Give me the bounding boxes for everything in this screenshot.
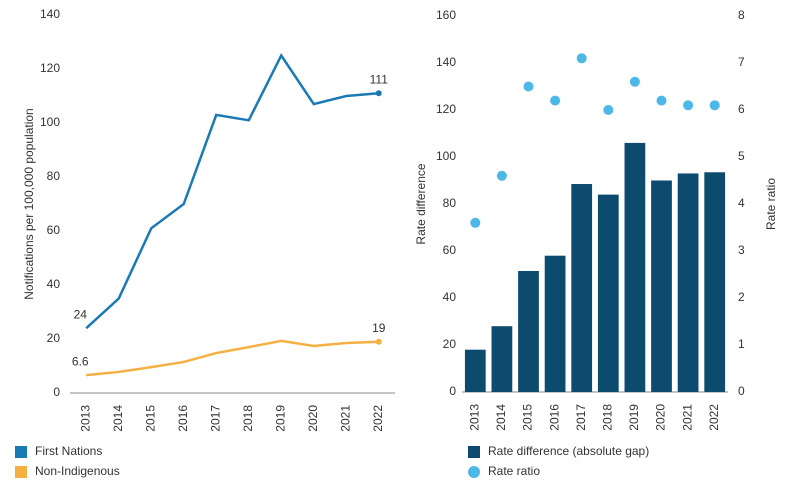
bar [704, 172, 726, 392]
x-tick-label: 2016 [176, 405, 190, 432]
legend-swatch [468, 446, 480, 458]
bar [597, 194, 619, 392]
y-tick-label: 20 [443, 337, 457, 351]
y2-tick-label: 8 [738, 8, 745, 22]
point [656, 95, 667, 106]
legend-swatch [15, 466, 27, 478]
x-tick-label: 2021 [338, 405, 352, 432]
y-tick-label: 100 [40, 115, 60, 129]
y2-tick-label: 7 [738, 55, 745, 69]
point [550, 95, 561, 106]
y-tick-label: 0 [53, 385, 60, 399]
bar [571, 184, 593, 392]
x-tick-label: 2021 [680, 404, 694, 431]
point [523, 81, 534, 92]
x-tick-label: 2022 [707, 404, 721, 431]
bar [677, 173, 699, 392]
point [496, 170, 507, 181]
bar [544, 255, 566, 392]
y2-tick-label: 2 [738, 290, 745, 304]
y-tick-label: 0 [449, 384, 456, 398]
y-tick-label: 80 [443, 196, 457, 210]
y2-tick-label: 6 [738, 102, 745, 116]
y-tick-label: 140 [40, 7, 60, 21]
y-tick-label: 140 [436, 55, 456, 69]
data-label: 19 [372, 321, 386, 335]
x-tick-label: 2019 [273, 405, 287, 432]
x-tick-label: 2017 [574, 404, 588, 431]
legend-label: Rate ratio [488, 464, 540, 478]
x-tick-label: 2019 [627, 404, 641, 431]
y-axis-title: Rate difference [414, 163, 428, 244]
y2-tick-label: 5 [738, 149, 745, 163]
data-label: 24 [74, 307, 88, 321]
bar [518, 270, 539, 392]
bar [624, 142, 646, 392]
line [85, 53, 379, 330]
y-tick-label: 80 [47, 169, 61, 183]
y-tick-label: 160 [436, 8, 456, 22]
x-tick-label: 2017 [208, 405, 222, 432]
y-tick-label: 40 [443, 290, 457, 304]
y-tick-label: 100 [436, 149, 456, 163]
bar [651, 180, 672, 392]
y2-tick-label: 1 [738, 337, 745, 351]
y-tick-label: 120 [40, 61, 60, 75]
point [603, 105, 614, 115]
y2-tick-label: 4 [738, 196, 745, 210]
x-tick-label: 2015 [521, 404, 535, 431]
point [576, 53, 587, 64]
y-tick-label: 60 [443, 243, 457, 257]
x-tick-label: 2014 [111, 405, 125, 432]
y-tick-label: 120 [436, 102, 456, 116]
line [86, 339, 379, 377]
data-label: 111 [370, 72, 389, 86]
y-tick-label: 20 [47, 331, 61, 345]
point [683, 100, 694, 111]
x-tick-label: 2016 [547, 404, 561, 431]
y-axis-title: Notifications per 100,000 population [22, 108, 36, 299]
bar [491, 326, 513, 392]
point [470, 217, 481, 228]
x-tick-label: 2013 [78, 405, 92, 432]
x-tick-label: 2018 [600, 404, 614, 431]
x-tick-label: 2020 [306, 405, 320, 432]
bar [464, 349, 486, 392]
x-tick-label: 2020 [654, 404, 668, 431]
y-tick-label: 60 [47, 223, 61, 237]
x-tick-label: 2018 [241, 405, 255, 432]
point [629, 76, 640, 87]
legend-label: Non-Indigenous [35, 464, 120, 478]
x-tick-label: 2015 [143, 405, 157, 432]
x-tick-label: 2022 [371, 405, 385, 432]
point [709, 100, 720, 111]
y2-tick-label: 0 [738, 384, 745, 398]
end-point [375, 90, 382, 97]
legend-label: Rate difference (absolute gap) [488, 444, 649, 458]
y2-tick-label: 3 [738, 243, 745, 257]
x-tick-label: 2014 [494, 404, 508, 431]
legend-label: First Nations [35, 444, 102, 458]
data-label: 6.6 [72, 354, 89, 368]
x-tick-label: 2013 [467, 404, 481, 431]
y-tick-label: 40 [47, 277, 61, 291]
legend-swatch [15, 446, 27, 458]
end-point [375, 338, 382, 345]
y2-axis-title: Rate ratio [764, 178, 778, 230]
legend-swatch [468, 466, 480, 478]
